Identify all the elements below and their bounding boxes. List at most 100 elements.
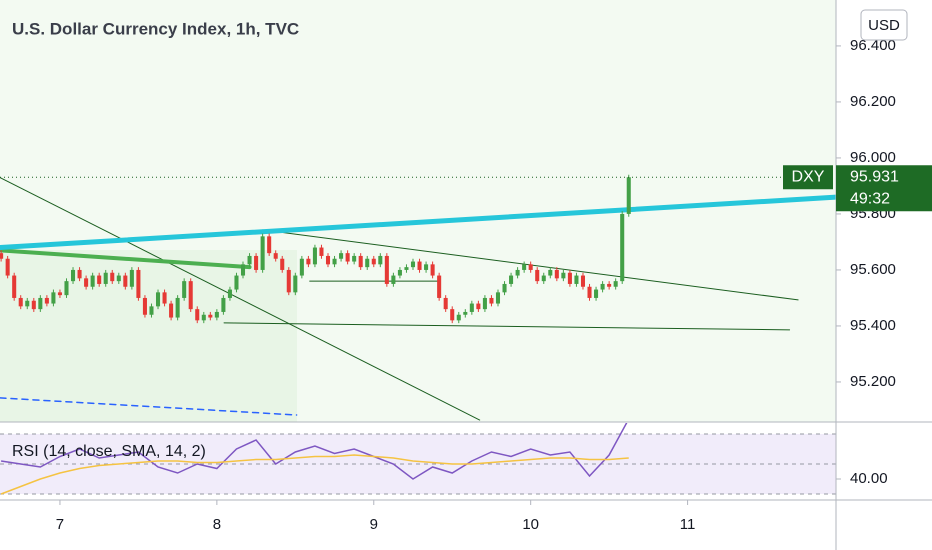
y-tick-label: 96.400 — [850, 37, 896, 54]
candle-body — [103, 272, 108, 284]
candle-body — [594, 289, 599, 298]
candle-body — [587, 286, 592, 298]
candle-body — [64, 281, 69, 296]
candle-body — [502, 283, 507, 293]
candle-body — [489, 297, 494, 304]
countdown: 49:32 — [850, 190, 890, 207]
candle-body — [541, 275, 546, 282]
candle-body — [613, 281, 618, 287]
candle-body — [528, 264, 533, 270]
candle-body — [227, 289, 232, 298]
candle-body — [286, 269, 291, 293]
candle-body — [240, 264, 246, 276]
candle-body — [254, 255, 259, 270]
y-tick-label: 95.600 — [850, 261, 896, 278]
candle-body — [25, 300, 30, 307]
candle-body — [44, 297, 49, 304]
candle-body — [515, 269, 520, 276]
candle-body — [214, 311, 219, 318]
candle-body — [476, 303, 481, 310]
candle-body — [548, 269, 553, 276]
last-price-label: 95.931 — [850, 168, 899, 185]
shaded-zone — [0, 250, 297, 422]
candle-body — [31, 300, 36, 310]
last-price: DXY 95.931 49:32 — [783, 165, 932, 212]
candle-body — [607, 283, 612, 287]
candle-body — [469, 303, 474, 312]
candle-body — [567, 272, 572, 284]
candle-body — [169, 303, 174, 318]
candle-body — [384, 255, 389, 284]
symbol-label: DXY — [792, 168, 825, 185]
y-tick-label: 96.200 — [850, 93, 896, 110]
candle-body — [5, 258, 10, 276]
candle-body — [358, 255, 363, 268]
candle-body — [495, 292, 501, 304]
candle-body — [162, 292, 167, 304]
candle-body — [561, 272, 566, 279]
candle-body — [136, 269, 141, 298]
rsi-label: RSI (14, close, SMA, 14, 2) — [12, 443, 206, 460]
candle-body — [509, 275, 514, 284]
candle-body — [365, 258, 370, 268]
x-tick-label: 11 — [680, 516, 696, 533]
candle-body — [522, 264, 527, 270]
candle-body — [195, 309, 200, 321]
chart-title: U.S. Dollar Currency Index, 1h, TVC — [12, 19, 299, 38]
trend-line — [223, 322, 791, 331]
candle-body — [332, 258, 337, 265]
candle-body — [437, 275, 442, 298]
candle-body — [273, 253, 278, 259]
candle-body — [182, 281, 187, 298]
trend-line — [0, 177, 481, 421]
candle-body — [267, 236, 272, 254]
candle-body — [71, 269, 76, 282]
candle-body — [123, 275, 128, 287]
rsi-line — [0, 454, 629, 495]
candle-body — [378, 255, 383, 265]
candle-body — [260, 236, 265, 270]
y-tick-label: 96.000 — [850, 149, 896, 166]
candle-body — [110, 272, 115, 282]
candle-body — [201, 314, 206, 321]
rsi-line — [0, 423, 628, 480]
candle-body — [345, 253, 350, 262]
symbol-box — [783, 165, 833, 190]
candle-body — [620, 213, 625, 282]
candle-body — [38, 297, 43, 310]
currency-button[interactable] — [860, 9, 908, 41]
last-price-box — [836, 165, 932, 212]
candle-body — [554, 269, 559, 279]
candle-body — [57, 292, 62, 296]
candle-body — [339, 253, 344, 259]
candle-body — [417, 261, 422, 270]
x-tick-label: 8 — [213, 516, 221, 533]
candle-body — [116, 275, 121, 282]
x-tick-label: 7 — [56, 516, 64, 533]
candle-body — [188, 281, 193, 310]
candle-body — [77, 269, 82, 279]
rsi-plot — [0, 423, 836, 495]
candle-body — [129, 269, 134, 287]
candle-body — [535, 269, 540, 282]
y-tick-label: 95.200 — [850, 373, 896, 390]
axes: 95.20095.40095.60095.80096.00096.20096.4… — [56, 37, 896, 533]
candle-body — [463, 311, 468, 315]
candle-body — [580, 275, 586, 287]
candle-body — [221, 297, 226, 312]
candle-body — [247, 255, 252, 265]
candle-body — [155, 292, 161, 307]
candle-body — [84, 278, 89, 287]
candle-body — [175, 297, 180, 318]
rsi-y-tick-label: 40.00 — [850, 470, 888, 487]
candle-body — [574, 275, 579, 284]
trend-line — [0, 248, 252, 270]
candle-body — [0, 253, 4, 259]
currency-label[interactable]: USD — [868, 17, 900, 34]
candle-body — [299, 258, 304, 276]
candle-body — [142, 297, 147, 315]
candle-body — [404, 267, 409, 270]
candle-body — [306, 258, 311, 265]
candle-body — [319, 247, 324, 256]
candle-body — [293, 275, 298, 293]
